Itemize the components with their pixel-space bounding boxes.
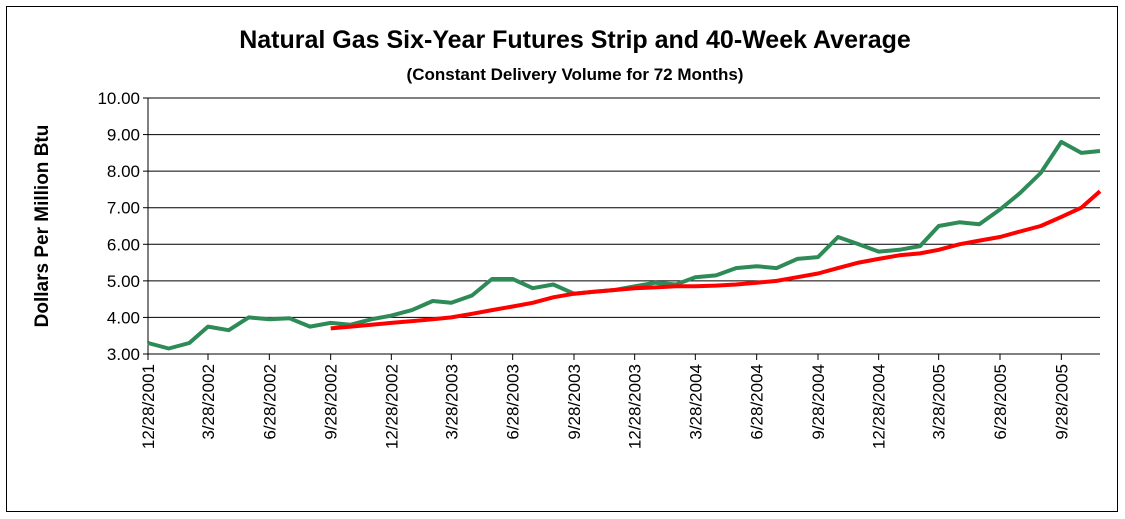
y-tick-label: 9.00 — [107, 126, 140, 145]
x-tick-label: 6/28/2005 — [991, 364, 1010, 440]
x-tick-label: 6/28/2004 — [748, 364, 767, 440]
x-tick-label: 12/28/2002 — [382, 364, 401, 449]
x-tick-label: 9/28/2002 — [322, 364, 341, 440]
chart-title: Natural Gas Six-Year Futures Strip and 4… — [239, 26, 911, 54]
x-tick-label: 3/28/2002 — [199, 364, 218, 440]
x-tick-label: 3/28/2004 — [686, 364, 705, 440]
x-tick-label: 6/28/2003 — [504, 364, 523, 440]
series-line — [330, 189, 1102, 331]
chart-frame — [6, 6, 1118, 512]
x-tick-label: 6/28/2002 — [260, 364, 279, 440]
x-tick-label: 12/28/2004 — [870, 364, 889, 449]
y-tick-label: 6.00 — [107, 235, 140, 254]
y-tick-label: 10.00 — [97, 89, 140, 108]
y-tick-label: 7.00 — [107, 199, 140, 218]
x-tick-label: 9/28/2003 — [565, 364, 584, 440]
chart-subtitle: (Constant Delivery Volume for 72 Months) — [407, 65, 744, 84]
x-tick-label: 3/28/2005 — [930, 364, 949, 440]
y-axis-label: Dollars Per Million Btu — [32, 125, 53, 328]
x-tick-label: 12/28/2001 — [139, 364, 158, 449]
x-tick-label: 3/28/2003 — [442, 364, 461, 440]
x-tick-label: 9/28/2004 — [809, 364, 828, 440]
x-tick-label: 12/28/2003 — [626, 364, 645, 449]
y-tick-label: 5.00 — [107, 272, 140, 291]
y-tick-label: 3.00 — [107, 345, 140, 364]
y-tick-label: 4.00 — [107, 308, 140, 327]
y-tick-label: 8.00 — [107, 162, 140, 181]
x-tick-label: 9/28/2005 — [1052, 364, 1071, 440]
